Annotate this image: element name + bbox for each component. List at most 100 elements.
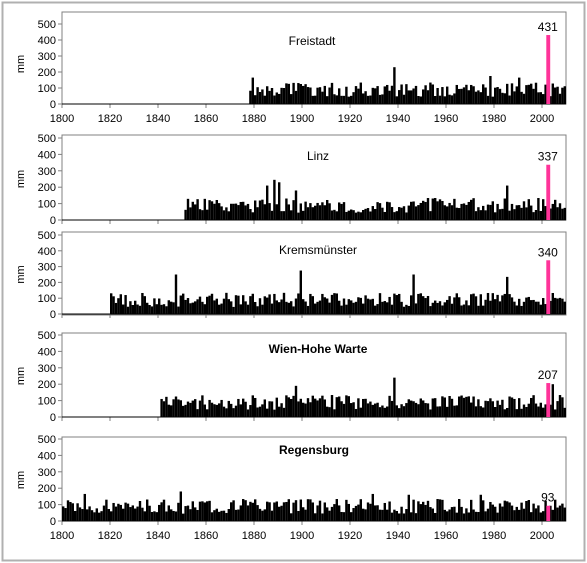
bar-1923 bbox=[357, 88, 360, 104]
bar-1999 bbox=[539, 210, 542, 220]
bar-1900 bbox=[302, 210, 305, 220]
bar-1978 bbox=[489, 501, 492, 521]
bar-1966 bbox=[460, 88, 463, 104]
bar-1815 bbox=[98, 512, 101, 521]
bar-1979 bbox=[491, 293, 494, 314]
bar-1977 bbox=[486, 95, 490, 104]
bar-2006 bbox=[556, 207, 559, 220]
bar-1866 bbox=[220, 399, 223, 417]
x-tick-label: 1860 bbox=[194, 113, 218, 125]
bar-1949 bbox=[419, 202, 422, 220]
bar-1839 bbox=[155, 512, 158, 521]
highlight-value-label: 207 bbox=[538, 368, 558, 382]
bar-1935 bbox=[386, 302, 389, 314]
bar-1972 bbox=[474, 211, 478, 220]
bar-1864 bbox=[215, 404, 218, 417]
y-tick-label: 400 bbox=[38, 450, 56, 462]
bar-1851 bbox=[184, 209, 187, 220]
bar-1927 bbox=[366, 298, 370, 314]
bar-1893 bbox=[285, 83, 288, 104]
bar-1940 bbox=[398, 90, 401, 104]
bar-1890 bbox=[278, 506, 281, 521]
bar-1961 bbox=[448, 296, 451, 314]
panel-4: 0 100 200 300 400 500 mm 207 Wien-Hohe Warte bbox=[15, 330, 567, 424]
bar-1883 bbox=[261, 89, 264, 104]
bar-1958 bbox=[441, 200, 444, 220]
bar-1853 bbox=[189, 509, 192, 521]
bar-1865 bbox=[218, 203, 221, 220]
bar-2000 bbox=[542, 511, 545, 521]
bar-1934 bbox=[383, 407, 386, 417]
y-axis-label: mm bbox=[15, 170, 27, 188]
bar-1872 bbox=[234, 295, 238, 314]
bar-1904 bbox=[311, 207, 314, 220]
bar-1860 bbox=[206, 296, 209, 314]
bar-1966 bbox=[460, 395, 463, 417]
bar-1914 bbox=[335, 293, 338, 314]
bar-1967 bbox=[462, 87, 466, 104]
bar-1837 bbox=[150, 511, 154, 521]
bar-1908 bbox=[321, 395, 324, 417]
bar-1968 bbox=[465, 204, 468, 220]
bar-1925 bbox=[362, 93, 365, 104]
bar-1886 bbox=[268, 401, 271, 417]
bar-1832 bbox=[138, 305, 142, 314]
bar-1869 bbox=[227, 211, 230, 220]
bar-1924 bbox=[359, 212, 362, 220]
bar-1971 bbox=[472, 86, 475, 104]
bar-1899 bbox=[299, 499, 302, 521]
bar-1979 bbox=[491, 504, 494, 521]
bar-1881 bbox=[256, 505, 259, 521]
bar-1894 bbox=[287, 204, 290, 220]
bar-1924 bbox=[359, 297, 362, 314]
bar-1958 bbox=[441, 305, 444, 314]
bar-1944 bbox=[407, 494, 410, 521]
bar-1888 bbox=[273, 502, 276, 521]
bar-1871 bbox=[232, 306, 235, 314]
bar-1896 bbox=[292, 502, 295, 521]
bar-1969 bbox=[467, 305, 470, 314]
bar-1879 bbox=[251, 77, 254, 104]
bar-1984 bbox=[503, 500, 506, 521]
bar-1928 bbox=[369, 503, 372, 521]
bar-1888 bbox=[273, 293, 276, 314]
bar-1883 bbox=[261, 199, 264, 220]
bar-1902 bbox=[306, 87, 310, 104]
y-tick-label: 400 bbox=[38, 149, 56, 161]
bar-1923 bbox=[357, 211, 360, 220]
bar-1844 bbox=[167, 505, 170, 521]
bar-1878 bbox=[249, 501, 252, 521]
bar-1965 bbox=[458, 208, 461, 220]
bar-1990 bbox=[518, 77, 521, 104]
x-tick-label: 2000 bbox=[530, 113, 554, 125]
bar-1930 bbox=[374, 209, 377, 220]
bar-1959 bbox=[443, 205, 446, 220]
bar-1920 bbox=[350, 300, 353, 314]
bar-1838 bbox=[153, 511, 156, 521]
bar-1947 bbox=[414, 402, 418, 417]
bar-1920 bbox=[350, 95, 353, 104]
bar-1876 bbox=[244, 401, 247, 417]
bar-1922 bbox=[354, 212, 358, 220]
bar-1933 bbox=[381, 405, 384, 417]
bar-1828 bbox=[129, 507, 132, 521]
bar-1936 bbox=[388, 501, 391, 521]
bar-1965 bbox=[458, 396, 461, 417]
bar-1974 bbox=[479, 294, 482, 314]
bar-1986 bbox=[508, 294, 511, 314]
bar-1957 bbox=[438, 95, 442, 104]
bar-1895 bbox=[290, 210, 293, 220]
bar-1875 bbox=[242, 398, 245, 417]
bar-1920 bbox=[350, 209, 353, 220]
bar-1982 bbox=[498, 88, 502, 104]
bar-1962 bbox=[450, 398, 454, 417]
bar-1899 bbox=[299, 398, 302, 417]
bar-1915 bbox=[338, 300, 341, 314]
bar-1891 bbox=[280, 211, 283, 220]
bar-1922 bbox=[354, 86, 358, 104]
bar-1960 bbox=[446, 299, 449, 314]
bar-1936 bbox=[388, 296, 391, 314]
bar-1817 bbox=[102, 505, 106, 521]
bar-1993 bbox=[525, 297, 528, 314]
bar-2007 bbox=[558, 505, 562, 521]
